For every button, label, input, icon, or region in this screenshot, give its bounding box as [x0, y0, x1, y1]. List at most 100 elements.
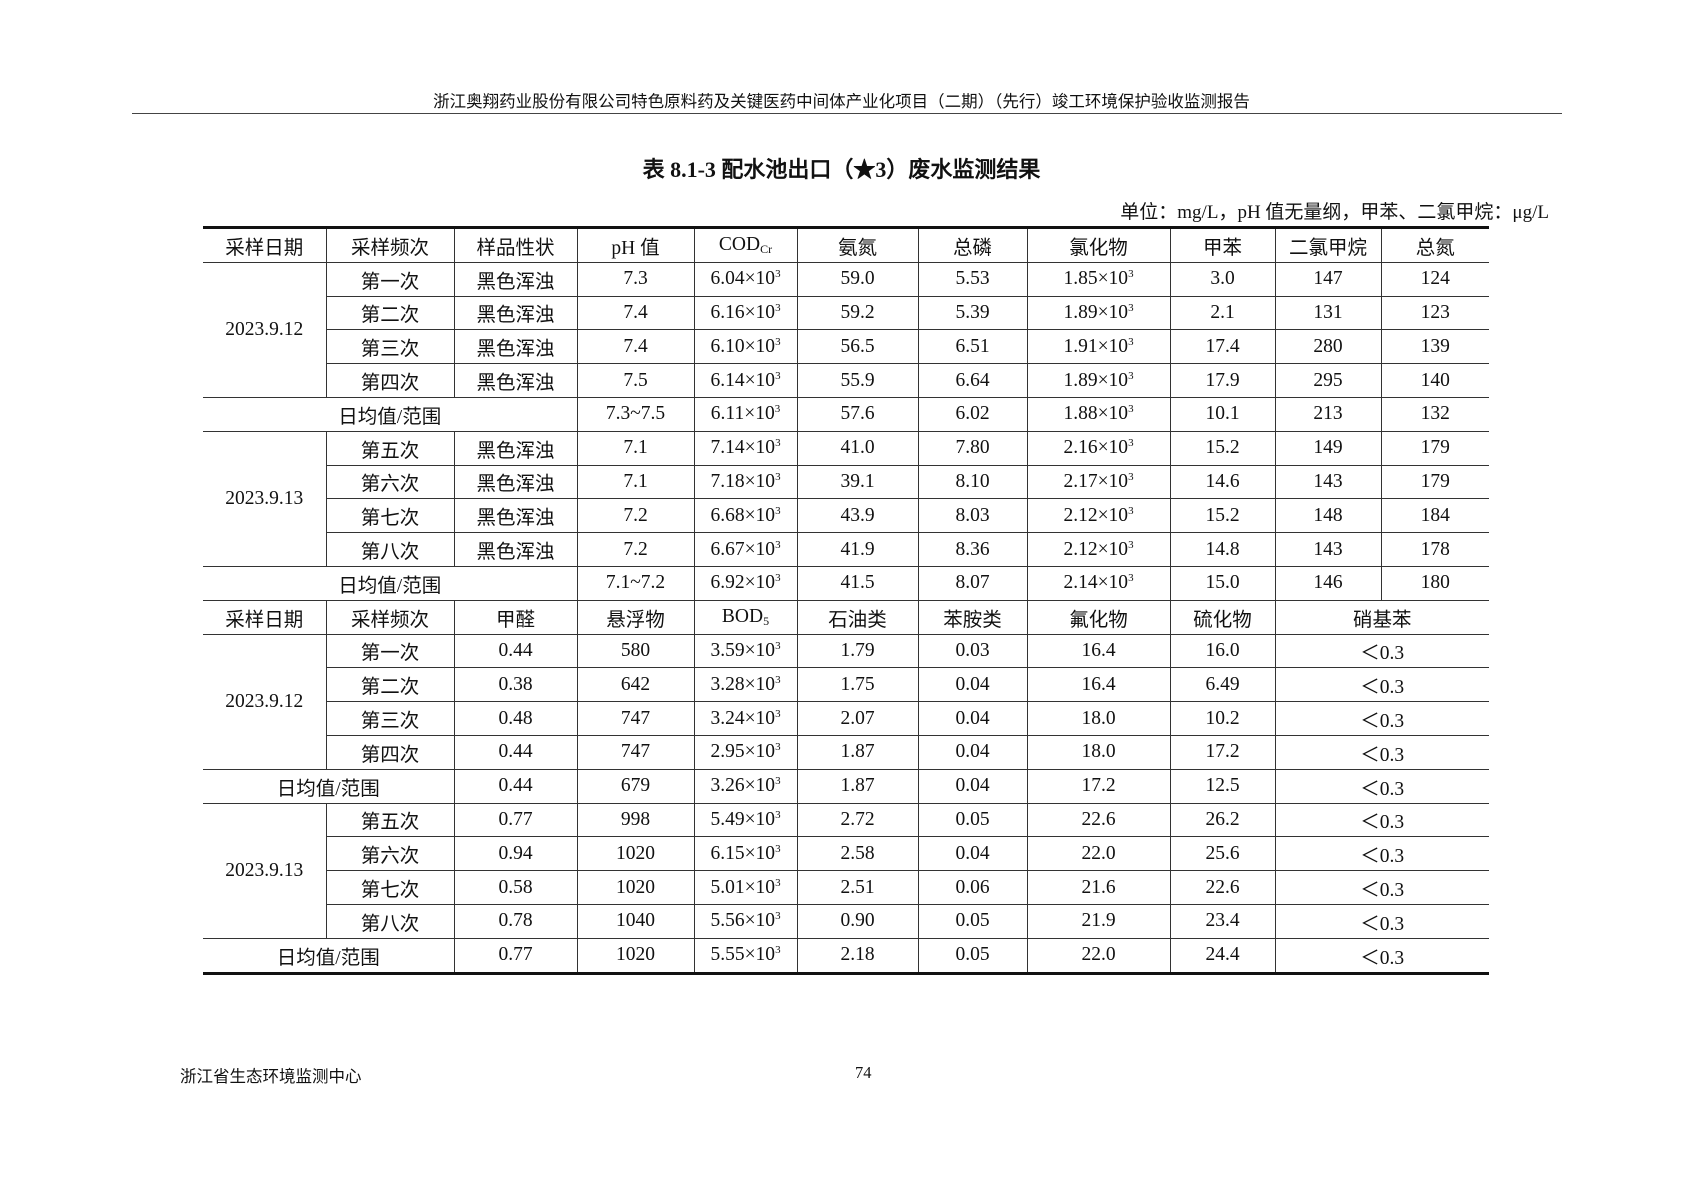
data-cell: 0.03	[917, 633, 1028, 669]
data-cell: 1.79	[796, 633, 919, 669]
table-row: 2023.9.12 第一次 0.44 580 3.59×103 1.79 0.03 16.4 1…	[203, 633, 1489, 770]
table-row: 第二次 0.38 642 3.28×103 1.75 0.04 16.4 6.49 ＜0.3	[203, 667, 1489, 703]
exponent: 3	[1128, 504, 1134, 517]
average-cell: 7.1~7.2	[576, 565, 695, 601]
page-number: 74	[855, 1063, 872, 1082]
average-cell: 180	[1380, 565, 1489, 601]
data-cell: 14.8	[1169, 532, 1276, 567]
header-divider	[132, 113, 1562, 114]
data-cell: 15.2	[1169, 430, 1276, 466]
average-cell: 2.18	[796, 937, 919, 974]
average-cell: 2.14×103	[1026, 565, 1171, 601]
data-cell: 15.2	[1169, 498, 1276, 534]
data-cell: 第八次	[326, 903, 455, 939]
exponent: 3	[775, 301, 781, 314]
data-cell: 2.95×103	[693, 734, 798, 770]
column-header-text: 采样日期	[225, 237, 304, 259]
column-header-text: 采样日期	[225, 609, 304, 631]
data-cell: 0.04	[917, 667, 1028, 703]
sampling-date-cell: 2023.9.12	[203, 261, 327, 398]
data-cell: 16.4	[1026, 667, 1171, 703]
data-cell: 580	[576, 633, 695, 669]
data-cell: 第七次	[326, 870, 455, 905]
data-cell: 2.07	[796, 701, 919, 736]
daily-average-row: 日均值/范围 0.77 1020 5.55×103 2.18 0.05 22.0 24.4 ＜0…	[203, 937, 1489, 974]
average-cell: 679	[576, 768, 695, 804]
data-cell: 140	[1380, 363, 1489, 398]
data-cell: 7.2	[576, 498, 695, 534]
data-cell: 18.0	[1026, 734, 1171, 770]
column-header: 采样频次	[325, 227, 455, 263]
data-cell: 26.2	[1169, 802, 1276, 838]
data-cell: 第三次	[326, 701, 455, 736]
data-cell: 7.5	[576, 363, 695, 398]
column-header-text: 总氮	[1415, 237, 1455, 259]
average-cell: 0.05	[917, 937, 1028, 974]
column-header: 氟化物	[1026, 599, 1171, 635]
column-header-text: 苯胺类	[943, 609, 1002, 631]
data-cell: 0.04	[917, 836, 1028, 872]
data-cell: 41.0	[796, 430, 919, 466]
data-cell: 6.14×103	[693, 363, 798, 398]
data-cell: 0.05	[917, 802, 1028, 838]
column-header: 石油类	[796, 599, 919, 635]
data-cell: 1.91×103	[1026, 329, 1171, 365]
column-header: 悬浮物	[576, 599, 695, 635]
data-cell: 0.04	[917, 734, 1028, 770]
exponent: 3	[775, 673, 781, 686]
data-cell: 41.9	[796, 532, 919, 567]
data-cell: 8.10	[917, 464, 1028, 500]
data-cell: 179	[1380, 430, 1489, 466]
data-cell: 642	[576, 667, 695, 703]
column-header-text: 氨氮	[837, 237, 877, 259]
average-cell: 1.88×103	[1026, 396, 1171, 432]
exponent: 3	[775, 775, 781, 788]
exponent: 3	[775, 335, 781, 348]
table-row: 第四次 黑色浑浊 7.5 6.14×103 55.9 6.64 1.89×103 17.9 29…	[203, 363, 1489, 398]
table-row: 第二次 黑色浑浊 7.4 6.16×103 59.2 5.39 1.89×103 2.1 131…	[203, 295, 1489, 331]
table-row: 第六次 黑色浑浊 7.1 7.18×103 39.1 8.10 2.17×103 14.6 14…	[203, 464, 1489, 500]
data-cell: 黑色浑浊	[453, 363, 578, 398]
column-header: 二氯甲烷	[1274, 227, 1382, 263]
exponent: 3	[1128, 572, 1134, 585]
exponent: 3	[775, 808, 781, 821]
exponent: 3	[1128, 301, 1134, 314]
column-header-text: 硫化物	[1193, 609, 1252, 631]
daily-average-label: 日均值/范围	[203, 565, 578, 601]
table-row: 第四次 0.44 747 2.95×103 1.87 0.04 18.0 17.2 ＜0.3	[203, 734, 1489, 770]
column-header-text: 硝基苯	[1352, 609, 1412, 631]
table-row: 2023.9.13 第五次 0.77 998 5.49×103 2.72 0.05 22.6 2…	[203, 802, 1489, 939]
data-cell: 第一次	[325, 261, 455, 297]
column-header-text: 甲苯	[1202, 237, 1242, 259]
data-cell: 黑色浑浊	[453, 261, 578, 297]
average-cell: 1020	[576, 937, 695, 974]
average-cell: 8.07	[917, 565, 1028, 601]
average-cell: 3.26×103	[693, 768, 798, 804]
average-cell: 1.87	[796, 768, 919, 804]
column-header-text: pH 值	[611, 237, 660, 259]
data-cell: 7.14×103	[693, 430, 798, 466]
data-cell: 747	[576, 734, 695, 770]
data-cell: 295	[1274, 363, 1382, 398]
data-cell: 1020	[576, 836, 695, 872]
data-cell: 7.18×103	[693, 464, 798, 500]
data-cell: 17.9	[1169, 363, 1276, 398]
data-cell: 2.1	[1169, 295, 1276, 331]
data-cell: 0.04	[917, 701, 1028, 736]
average-cell: 6.92×103	[693, 565, 798, 601]
table-title: 表 8.1-3 配水池出口（★3）废水监测结果	[642, 157, 1041, 182]
data-cell: 22.6	[1169, 870, 1276, 905]
data-cell: 第六次	[326, 836, 455, 872]
average-cell: 146	[1274, 565, 1382, 601]
data-cell: ＜0.3	[1274, 870, 1489, 905]
data-cell: 123	[1380, 295, 1489, 331]
data-cell: ＜0.3	[1274, 701, 1489, 736]
data-cell: 124	[1380, 261, 1489, 297]
data-cell: 139	[1380, 329, 1489, 365]
data-cell: 2.16×103	[1026, 430, 1171, 466]
exponent: 3	[775, 741, 781, 754]
data-cell: 59.0	[796, 261, 919, 297]
data-cell: 21.6	[1026, 870, 1171, 905]
data-cell: 747	[576, 701, 695, 736]
running-header: 浙江奥翔药业股份有限公司特色原料药及关键医药中间体产业化项目（二期）（先行）竣工…	[433, 92, 1250, 111]
